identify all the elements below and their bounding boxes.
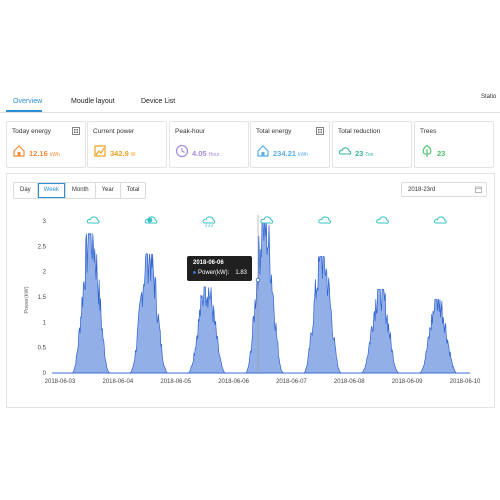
daily-power-area: [245, 223, 284, 374]
peak-hour-value: 4.05 Hour: [192, 149, 220, 158]
tooltip-series: Power(kW): 1.83: [193, 270, 247, 276]
y-axis-label: Power(kW): [24, 286, 30, 313]
y-tick-label: 3: [43, 219, 47, 225]
date-picker-input[interactable]: 2018-23rd: [401, 182, 487, 197]
calendar-icon[interactable]: [475, 186, 482, 193]
tab-bar: Overview Moudle layout Device List: [0, 94, 500, 113]
y-tick-label: 1.5: [38, 295, 47, 301]
daily-power-area: [129, 253, 168, 374]
rain-icon: [202, 216, 216, 228]
x-tick-label: 2018-06-09: [392, 379, 423, 385]
card-today-energy: Today energy 12.16 kWh: [6, 121, 86, 168]
range-day-button[interactable]: Day: [14, 183, 38, 198]
card-current-power: Current power 342.9 W: [87, 121, 167, 168]
tree-icon: [422, 144, 432, 157]
cloudy-icon: [318, 216, 331, 224]
date-picker-value: 2018-23rd: [408, 187, 436, 193]
series-dot-icon: [193, 270, 196, 274]
card-title: Trees: [420, 128, 437, 135]
y-tick-label: 1: [43, 320, 47, 326]
daily-power-area: [418, 299, 458, 374]
grid-menu-icon[interactable]: [72, 127, 80, 135]
power-chart[interactable]: 0 0.5 1 1.5 2 2.5 3 2018-06-03 2018-06-04 2018-0…: [0, 205, 500, 400]
card-total-energy: Total energy 234.21 kWh: [250, 121, 330, 168]
clock-icon: [175, 144, 189, 158]
time-range-selector: Day Week Month Year Total: [13, 182, 147, 199]
partly-cloudy-icon: [144, 216, 158, 224]
tab-overview[interactable]: Overview: [13, 98, 43, 105]
grid-menu-icon[interactable]: [316, 127, 324, 135]
range-month-button[interactable]: Month: [66, 183, 96, 198]
x-tick-label: 2018-06-06: [218, 379, 249, 385]
range-week-button[interactable]: Week: [38, 183, 66, 198]
power-meter-icon: [94, 145, 106, 157]
tab-station[interactable]: Statio: [481, 94, 497, 100]
today-energy-value: 12.16 kWh: [29, 149, 60, 158]
tab-device-list[interactable]: Device List: [141, 98, 176, 105]
cloudy-icon: [433, 216, 447, 224]
tooltip-value: 1.83: [235, 270, 248, 276]
card-title: Today energy: [12, 128, 52, 135]
cloudy-icon: [86, 216, 100, 224]
x-tick-label: 2018-06-05: [160, 379, 191, 385]
hover-point: [255, 277, 261, 283]
cloudy-icon: [260, 216, 274, 224]
daily-power-area: [361, 289, 400, 374]
x-tick-label: 2018-06-10: [450, 379, 481, 385]
x-tick-label: 2018-06-04: [103, 379, 134, 385]
x-tick-label: 2018-06-08: [334, 379, 365, 385]
daily-power-area: [187, 286, 226, 374]
card-title: Current power: [93, 128, 135, 135]
card-title: Peak-hour: [175, 128, 205, 135]
total-reduction-value: 23 Ton: [355, 149, 374, 158]
chart-tooltip: 2018-06-06 Power(kW): 1.83: [187, 256, 252, 281]
card-title: Total energy: [256, 128, 292, 135]
active-tab-indicator: [6, 110, 42, 112]
daily-power-area: [303, 256, 342, 374]
trees-value: 23: [437, 149, 446, 158]
tooltip-date: 2018-06-06: [193, 260, 224, 266]
card-peak-hour: Peak-hour 4.05 Hour: [169, 121, 249, 168]
house-energy-icon: [13, 145, 25, 157]
daily-power-area: [71, 232, 111, 374]
y-tick-label: 2.5: [38, 244, 47, 250]
card-title: Total reduction: [338, 128, 381, 135]
house-energy-icon: [257, 145, 269, 157]
x-tick-label: 2018-06-03: [45, 379, 76, 385]
x-tick-label: 2018-06-07: [276, 379, 307, 385]
y-tick-label: 2: [43, 270, 47, 276]
range-year-button[interactable]: Year: [96, 183, 121, 198]
card-total-reduction: Total reduction 23 Ton: [332, 121, 412, 168]
y-tick-label: 0.5: [38, 346, 47, 352]
card-trees: Trees 23: [414, 121, 494, 168]
tab-module-layout[interactable]: Moudle layout: [71, 98, 115, 105]
co2-cloud-icon: [338, 147, 352, 155]
cloudy-icon: [376, 216, 389, 224]
total-energy-value: 234.21 kWh: [273, 149, 308, 158]
current-power-value: 342.9 W: [110, 149, 136, 158]
y-tick-label: 0: [43, 371, 47, 377]
range-total-button[interactable]: Total: [126, 187, 140, 193]
